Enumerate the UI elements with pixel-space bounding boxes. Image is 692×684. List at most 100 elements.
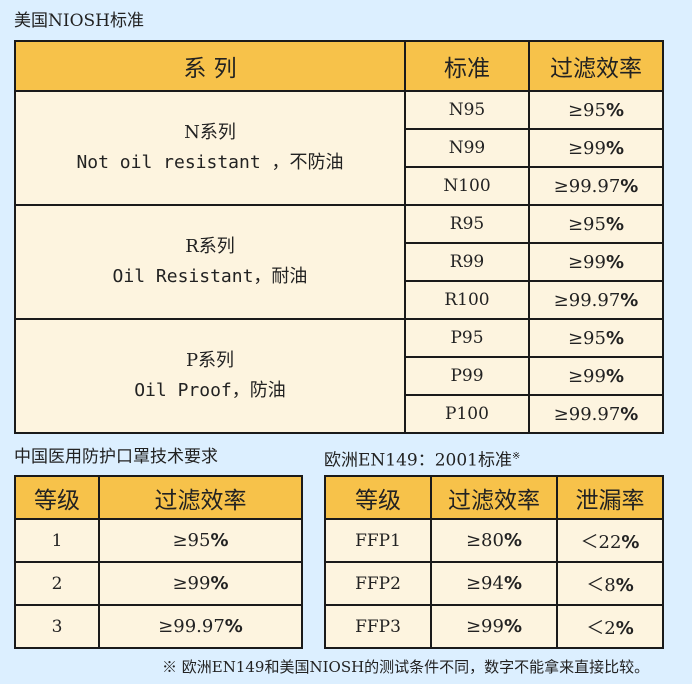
efficiency-cell: ≥95% bbox=[98, 518, 303, 563]
header-grade: 等级 bbox=[14, 475, 100, 520]
percent-sign: % bbox=[605, 251, 625, 273]
niosh-table: 系 列 标准 过滤效率 N系列 Not oil resistant ，不防油 N… bbox=[14, 40, 664, 434]
grade-cell: 1 bbox=[14, 518, 100, 563]
percent-sign: % bbox=[605, 327, 625, 349]
leakage-cell: ＜2% bbox=[556, 604, 664, 649]
europe-title: 欧洲EN149：2001标准※ bbox=[324, 446, 520, 472]
efficiency-cell: ≥99% bbox=[528, 356, 664, 396]
efficiency-value: ≥99 bbox=[172, 573, 211, 594]
table-row: N系列 Not oil resistant ，不防油 N95 ≥95% bbox=[14, 90, 664, 206]
standard-cell: P99 bbox=[404, 356, 530, 396]
efficiency-cell: ≥95% bbox=[528, 90, 664, 130]
efficiency-value: ≥99 bbox=[567, 251, 606, 273]
percent-sign: % bbox=[605, 365, 625, 387]
efficiency-cell: ≥99.97% bbox=[528, 166, 664, 206]
series-desc: Oil Resistant，耐油 bbox=[112, 266, 308, 287]
efficiency-value: ≥95 bbox=[567, 327, 606, 349]
efficiency-cell: ≥95% bbox=[528, 318, 664, 358]
efficiency-value: ≥99.97 bbox=[553, 403, 621, 425]
series-cell-p: P系列 Oil Proof，防油 bbox=[14, 318, 406, 434]
efficiency-cell: ≥99.97% bbox=[98, 604, 303, 649]
percent-sign: % bbox=[210, 573, 229, 594]
china-title: 中国医用防护口罩技术要求 bbox=[14, 447, 218, 467]
header-leakage: 泄漏率 bbox=[556, 475, 664, 520]
europe-title-text: 欧洲EN149：2001标准 bbox=[324, 450, 512, 471]
standard-cell: R100 bbox=[404, 280, 530, 320]
leakage-value: ＜22 bbox=[580, 531, 622, 553]
header-standard: 标准 bbox=[404, 40, 530, 92]
efficiency-value: ≥80 bbox=[465, 530, 504, 551]
header-efficiency: 过滤效率 bbox=[430, 475, 558, 520]
china-table: 等级 过滤效率 1 ≥95% 2 ≥99% 3 ≥99.97% bbox=[14, 475, 303, 649]
series-desc: Oil Proof，防油 bbox=[134, 380, 286, 401]
efficiency-value: ≥95 bbox=[172, 530, 211, 551]
table-row: R系列 Oil Resistant，耐油 R95 ≥95% bbox=[14, 204, 664, 320]
efficiency-value: ≥94 bbox=[465, 573, 504, 594]
percent-sign: % bbox=[605, 213, 625, 235]
header-efficiency: 过滤效率 bbox=[98, 475, 303, 520]
standard-cell: N99 bbox=[404, 128, 530, 168]
percent-sign: % bbox=[605, 137, 625, 159]
series-name: N系列 bbox=[184, 122, 236, 143]
standard-cell: N100 bbox=[404, 166, 530, 206]
efficiency-value: ≥95 bbox=[567, 213, 606, 235]
efficiency-cell: ≥99% bbox=[430, 604, 558, 649]
standard-cell: N95 bbox=[404, 90, 530, 130]
header-efficiency: 过滤效率 bbox=[528, 40, 664, 92]
table-row: FFP3 ≥99% ＜2% bbox=[324, 604, 664, 649]
table-row: N100 ≥99.97% bbox=[15, 166, 664, 206]
standard-cell: R99 bbox=[404, 242, 530, 282]
table-row: R99 ≥99% bbox=[15, 242, 664, 282]
percent-sign: % bbox=[620, 403, 639, 425]
efficiency-cell: ≥99% bbox=[528, 242, 664, 282]
grade-cell: FFP3 bbox=[324, 604, 432, 649]
percent-sign: % bbox=[621, 531, 640, 553]
percent-sign: % bbox=[620, 175, 639, 197]
efficiency-value: ≥99.97 bbox=[553, 175, 621, 197]
leakage-cell: ＜22% bbox=[556, 518, 664, 563]
europe-table: 等级 过滤效率 泄漏率 FFP1 ≥80% ＜22% FFP2 ≥94% ＜8%… bbox=[324, 475, 664, 649]
header-grade: 等级 bbox=[324, 475, 432, 520]
series-desc: Not oil resistant ，不防油 bbox=[76, 152, 344, 173]
niosh-title: 美国NIOSH标准 bbox=[14, 11, 144, 31]
table-row: FFP2 ≥94% ＜8% bbox=[324, 561, 664, 606]
efficiency-value: ≥99.97 bbox=[158, 616, 225, 637]
percent-sign: % bbox=[615, 574, 634, 596]
efficiency-cell: ≥99% bbox=[528, 128, 664, 168]
percent-sign: % bbox=[503, 616, 523, 637]
percent-sign: % bbox=[503, 573, 523, 594]
percent-sign: % bbox=[615, 617, 634, 639]
series-name: P系列 bbox=[185, 350, 235, 371]
footnote: ※ 欧洲EN149和美国NIOSH的测试条件不同，数字不能拿来直接比较。 bbox=[162, 658, 650, 676]
percent-sign: % bbox=[620, 289, 639, 311]
table-row: N99 ≥99% bbox=[15, 128, 664, 168]
series-cell-r: R系列 Oil Resistant，耐油 bbox=[14, 204, 406, 320]
efficiency-cell: ≥99% bbox=[98, 561, 303, 606]
percent-sign: % bbox=[210, 530, 229, 551]
efficiency-value: ≥99 bbox=[567, 137, 606, 159]
grade-cell: 3 bbox=[14, 604, 100, 649]
leakage-value: ＜8 bbox=[586, 574, 616, 596]
percent-sign: % bbox=[605, 99, 625, 121]
leakage-cell: ＜8% bbox=[556, 561, 664, 606]
standard-cell: P95 bbox=[404, 318, 530, 358]
percent-sign: % bbox=[503, 530, 523, 551]
header-series: 系 列 bbox=[14, 40, 406, 92]
efficiency-cell: ≥94% bbox=[430, 561, 558, 606]
series-name: R系列 bbox=[185, 236, 235, 257]
efficiency-cell: ≥99.97% bbox=[528, 394, 664, 434]
table-row: P100 ≥99.97% bbox=[15, 394, 664, 434]
leakage-value: ＜2 bbox=[586, 617, 616, 639]
table-row: P系列 Oil Proof，防油 P95 ≥95% bbox=[14, 318, 664, 434]
percent-sign: % bbox=[224, 616, 243, 637]
efficiency-value: ≥99 bbox=[567, 365, 606, 387]
footnote-mark: ※ bbox=[512, 451, 521, 462]
efficiency-cell: ≥99.97% bbox=[528, 280, 664, 320]
table-row: R100 ≥99.97% bbox=[15, 280, 664, 320]
grade-cell: FFP1 bbox=[324, 518, 432, 563]
grade-cell: 2 bbox=[14, 561, 100, 606]
series-cell-n: N系列 Not oil resistant ，不防油 bbox=[14, 90, 406, 206]
table-row: FFP1 ≥80% ＜22% bbox=[324, 518, 664, 563]
efficiency-value: ≥95 bbox=[567, 99, 606, 121]
efficiency-value: ≥99 bbox=[465, 616, 504, 637]
